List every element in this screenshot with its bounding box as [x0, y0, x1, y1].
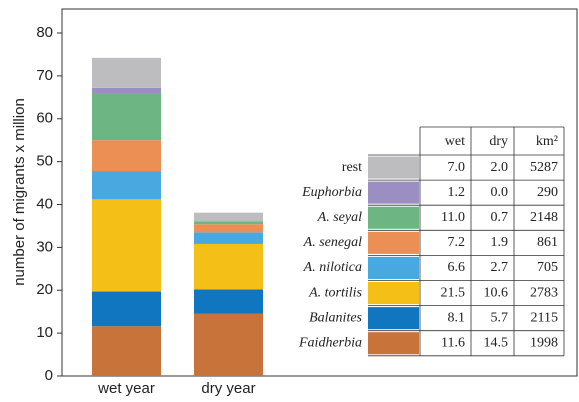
table-area: 2115 [531, 310, 558, 325]
table-area: 1998 [530, 335, 558, 350]
x-tick-label: wet year [97, 380, 155, 397]
legend-label: A. nilotica [303, 260, 362, 275]
bar-segment [92, 87, 161, 94]
x-tick-label: dry year [201, 380, 255, 397]
bar-segment [92, 171, 161, 200]
table-area: 2783 [530, 285, 558, 300]
legend-swatch [368, 206, 419, 229]
table-value: 10.6 [484, 285, 509, 300]
bar-segment [92, 93, 161, 141]
y-axis-label: number of migrants x million [11, 98, 28, 286]
bar-segment [92, 291, 161, 327]
bar-segment [92, 326, 161, 376]
bar-segment [194, 243, 263, 290]
table-value: 7.0 [448, 160, 466, 175]
bar-segment [194, 212, 263, 222]
y-tick-label: 40 [36, 195, 53, 212]
table-value: 11.0 [441, 210, 465, 225]
y-tick-label: 70 [36, 67, 53, 84]
table-value: 6.6 [448, 260, 466, 275]
table-area: 705 [537, 260, 558, 275]
y-tick-label: 20 [36, 281, 53, 298]
legend-swatch [368, 282, 419, 305]
bar-segment [194, 224, 263, 233]
y-tick-label: 80 [36, 24, 53, 41]
table-value: 8.1 [448, 310, 466, 325]
legend-label: Faidherbia [298, 335, 362, 350]
bar-segment [194, 313, 263, 376]
table-value: 0.7 [491, 210, 509, 225]
legend-swatch [368, 332, 419, 355]
legend-swatch [368, 307, 419, 330]
table-value: 0.0 [491, 185, 509, 200]
plot-frame [61, 8, 578, 377]
table-value: 1.2 [448, 185, 466, 200]
table-header: wet [445, 134, 465, 149]
bar-segment [194, 221, 263, 225]
bar-segment [92, 140, 161, 172]
table-value: 14.5 [484, 335, 509, 350]
table-value: 5.7 [491, 310, 509, 325]
legend-swatch [368, 156, 419, 179]
legend-label: Euphorbia [301, 185, 362, 200]
legend-swatch [368, 181, 419, 204]
legend-label: rest [342, 160, 362, 175]
legend-swatch [368, 231, 419, 254]
legend-label: Balanites [309, 310, 362, 325]
legend-label: A. seyal [317, 210, 362, 225]
y-tick-label: 50 [36, 153, 53, 170]
table-header: km² [536, 134, 558, 149]
y-tick-label: 30 [36, 238, 53, 255]
bar-segment [92, 199, 161, 292]
bar-segment [92, 57, 161, 88]
legend-label: A. senegal [303, 235, 362, 250]
y-tick-label: 60 [36, 110, 53, 127]
legend-swatch [368, 256, 419, 279]
table-value: 1.9 [491, 235, 509, 250]
table-value: 7.2 [448, 235, 466, 250]
table-value: 21.5 [441, 285, 466, 300]
table-value: 2.0 [491, 160, 509, 175]
table-area: 5287 [530, 160, 558, 175]
table-value: 11.6 [441, 335, 465, 350]
table-area: 2148 [530, 210, 558, 225]
table-area: 290 [537, 185, 558, 200]
legend-label: A. tortilis [308, 285, 362, 300]
y-tick-label: 10 [36, 324, 53, 341]
table-header: dry [489, 134, 508, 149]
bar-segment [194, 232, 263, 244]
y-tick-label: 0 [45, 367, 53, 384]
table-area: 861 [537, 235, 558, 250]
table-value: 2.7 [491, 260, 509, 275]
bar-segment [194, 289, 263, 314]
